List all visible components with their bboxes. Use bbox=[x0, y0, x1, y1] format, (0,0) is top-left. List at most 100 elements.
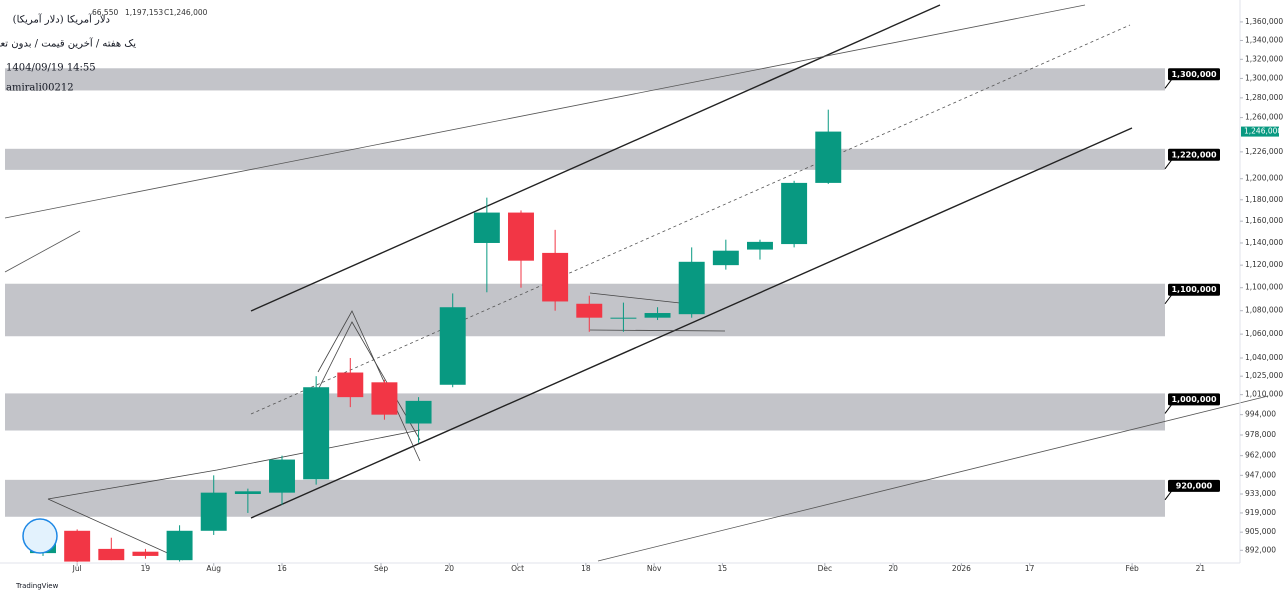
candle-body bbox=[439, 307, 466, 385]
candle-body bbox=[166, 530, 193, 561]
candle-body bbox=[337, 372, 364, 398]
lower-line bbox=[597, 395, 1269, 562]
candle-body bbox=[576, 303, 603, 318]
candle-body bbox=[473, 212, 500, 243]
zone bbox=[5, 479, 1165, 517]
brand: TradingView bbox=[15, 582, 59, 590]
candle-body bbox=[234, 491, 261, 494]
y-tick-label: 1,160,000 bbox=[1245, 216, 1283, 225]
zone-label-box bbox=[1168, 68, 1220, 81]
x-tick-label: Sep bbox=[374, 564, 388, 573]
zone-label: 1,100,000 bbox=[1171, 285, 1216, 294]
zone bbox=[5, 393, 1165, 431]
y-tick-label: 962,000 bbox=[1245, 451, 1276, 460]
zone-label-box bbox=[1168, 148, 1220, 161]
y-tick-label: 1,340,000 bbox=[1245, 35, 1283, 44]
candle-body bbox=[371, 382, 398, 415]
x-tick-label: Jul bbox=[72, 564, 82, 573]
zone-label-box bbox=[1168, 393, 1220, 406]
wedge-b bbox=[47, 429, 421, 500]
y-tick-label: 1,280,000 bbox=[1245, 93, 1283, 102]
candle-body bbox=[269, 459, 295, 493]
candle-body bbox=[815, 131, 842, 183]
x-tick-label: 20 bbox=[445, 564, 455, 573]
y-tick-label: 892,000 bbox=[1245, 545, 1276, 554]
candle-body bbox=[610, 317, 637, 319]
upper-line bbox=[4, 4, 1086, 219]
triangle-bottom bbox=[589, 329, 726, 332]
candle-body bbox=[303, 387, 330, 480]
short-line bbox=[4, 230, 81, 273]
candle-body bbox=[644, 313, 671, 318]
candle-body bbox=[200, 492, 227, 531]
y-tick-label: 1,140,000 bbox=[1245, 238, 1283, 247]
y-tick-label: 1,060,000 bbox=[1245, 329, 1283, 338]
x-tick-label: Aug bbox=[206, 564, 221, 573]
y-tick-label: 919,000 bbox=[1245, 508, 1276, 517]
x-tick-label: 18 bbox=[581, 564, 591, 573]
ohlc-2: C1,246,000 bbox=[164, 8, 208, 17]
y-tick-label: 1,025,000 bbox=[1245, 371, 1283, 380]
y-tick-label: 1,180,000 bbox=[1245, 195, 1283, 204]
title: دلار آمریکا (دلار آمریکا) bbox=[13, 13, 110, 26]
author: amirali00212 bbox=[6, 83, 74, 94]
y-tick-label: 1,040,000 bbox=[1245, 353, 1283, 362]
x-tick-label: Feb bbox=[1125, 564, 1139, 573]
zone-label-box bbox=[1168, 283, 1220, 296]
zone-label-box bbox=[1168, 479, 1220, 492]
x-tick-label: Nov bbox=[647, 564, 662, 573]
zone bbox=[5, 148, 1165, 170]
subtitle: یک هفته / آخرین قیمت / بدون تعدیل bbox=[0, 37, 136, 50]
logo bbox=[22, 518, 58, 554]
candle-body bbox=[64, 530, 91, 562]
x-tick-label: Oct bbox=[511, 564, 524, 573]
y-tick-label: 994,000 bbox=[1245, 410, 1276, 419]
ohlc-0: 66,550 bbox=[92, 8, 118, 17]
x-tick-label: 15 bbox=[718, 564, 728, 573]
zone-label: 1,220,000 bbox=[1171, 150, 1216, 159]
y-tick-label: 933,000 bbox=[1245, 489, 1276, 498]
y-tick-label: 1,010,000 bbox=[1245, 390, 1283, 399]
ohlc-1: 1,197,153 bbox=[125, 8, 163, 17]
last-price-box bbox=[1241, 126, 1279, 137]
y-tick-label: 978,000 bbox=[1245, 430, 1276, 439]
candle-body bbox=[98, 548, 125, 561]
triangle-top bbox=[589, 292, 681, 304]
x-tick-label: Dec bbox=[818, 564, 833, 573]
x-tick-label: 16 bbox=[277, 564, 287, 573]
timestamp: 1404/09/19 14:55 bbox=[6, 63, 96, 74]
x-tick-label: 19 bbox=[141, 564, 151, 573]
y-tick-label: 1,200,000 bbox=[1245, 174, 1283, 183]
x-tick-label: 20 bbox=[888, 564, 898, 573]
candle-body bbox=[405, 400, 432, 424]
y-tick-label: 1,300,000 bbox=[1245, 73, 1283, 82]
last-price-label: 1,246,000 bbox=[1244, 127, 1282, 136]
y-tick-label: 905,000 bbox=[1245, 527, 1276, 536]
x-tick-label: 17 bbox=[1025, 564, 1035, 573]
candle-body bbox=[781, 182, 808, 245]
zones: 1,300,000 1,220,000 1,100,000 1,000,000 920,… bbox=[5, 68, 1220, 517]
candle-body bbox=[132, 551, 159, 556]
channel-mid bbox=[250, 24, 1131, 415]
y-tick-label: 1,226,000 bbox=[1245, 147, 1283, 156]
zone-label: 920,000 bbox=[1176, 481, 1213, 490]
y-tick-label: 1,260,000 bbox=[1245, 113, 1283, 122]
candle-body bbox=[678, 261, 705, 315]
x-tick-label: 2026 bbox=[952, 564, 971, 573]
zone-label: 1,000,000 bbox=[1171, 395, 1216, 404]
candle-body bbox=[542, 252, 569, 302]
y-tick-label: 1,320,000 bbox=[1245, 54, 1283, 63]
wedge-a bbox=[47, 498, 184, 561]
y-tick-label: 1,360,000 bbox=[1245, 17, 1283, 26]
candle-body bbox=[747, 241, 773, 250]
zone-label: 1,300,000 bbox=[1171, 70, 1216, 79]
zone bbox=[5, 68, 1165, 91]
x-tick-label: 21 bbox=[1196, 564, 1206, 573]
candle-body bbox=[712, 250, 739, 266]
channel-bottom bbox=[250, 127, 1133, 519]
y-tick-label: 947,000 bbox=[1245, 470, 1276, 479]
y-tick-label: 1,100,000 bbox=[1245, 283, 1283, 292]
y-tick-label: 1,080,000 bbox=[1245, 306, 1283, 315]
candle-body bbox=[508, 212, 534, 261]
